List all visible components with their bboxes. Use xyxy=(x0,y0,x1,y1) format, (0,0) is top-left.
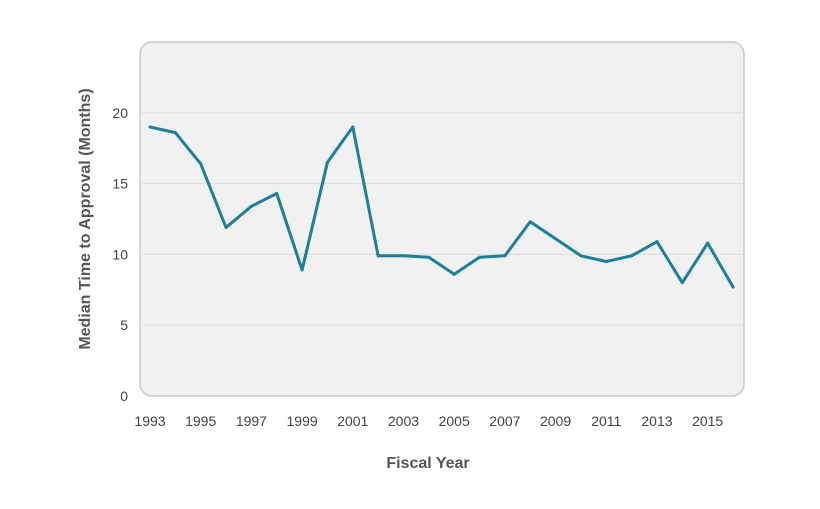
data-point xyxy=(528,220,532,224)
x-tick-label: 2005 xyxy=(439,413,470,429)
data-point xyxy=(731,285,735,289)
y-tick-label: 15 xyxy=(112,176,128,192)
series-line xyxy=(148,125,735,289)
data-point xyxy=(630,254,634,258)
x-tick-label: 2015 xyxy=(692,413,723,429)
x-tick-label: 2001 xyxy=(337,413,368,429)
x-tick-label: 1993 xyxy=(134,413,165,429)
x-tick-label: 1999 xyxy=(287,413,318,429)
data-point xyxy=(275,192,279,196)
x-tick-label: 1995 xyxy=(185,413,216,429)
data-point xyxy=(680,281,684,285)
data-point xyxy=(173,131,177,135)
y-tick-label: 5 xyxy=(120,317,128,333)
data-point xyxy=(452,272,456,276)
data-point xyxy=(199,162,203,166)
plot-area xyxy=(139,41,745,397)
data-point xyxy=(325,160,329,164)
data-point xyxy=(655,240,659,244)
y-tick-labels: 0 5 10 15 20 xyxy=(112,105,128,404)
data-point xyxy=(224,225,228,229)
data-point xyxy=(376,254,380,258)
data-point xyxy=(300,268,304,272)
data-point xyxy=(706,241,710,245)
x-tick-label: 2003 xyxy=(388,413,419,429)
data-points xyxy=(148,125,735,289)
data-point xyxy=(554,237,558,241)
data-point xyxy=(427,255,431,259)
y-tick-label: 10 xyxy=(112,246,128,262)
grid xyxy=(140,112,744,326)
x-tick-label: 2007 xyxy=(489,413,520,429)
x-tick-label: 2011 xyxy=(591,413,621,429)
x-tick-labels: 1993 1995 1997 1999 2001 2003 2005 2007 2009 2011… xyxy=(134,413,723,429)
y-tick-label: 20 xyxy=(112,105,128,121)
x-axis-title: Fiscal Year xyxy=(386,455,469,472)
data-point xyxy=(401,254,405,258)
data-point xyxy=(148,125,152,129)
y-axis-title: Median Time to Approval (Months) xyxy=(77,88,94,349)
data-point xyxy=(604,259,608,263)
data-point xyxy=(478,255,482,259)
data-point xyxy=(249,204,253,208)
data-point xyxy=(351,125,355,129)
x-tick-label: 2013 xyxy=(641,413,672,429)
data-point xyxy=(503,254,507,258)
data-point xyxy=(579,254,583,258)
x-tick-label: 2009 xyxy=(540,413,571,429)
x-tick-label: 1997 xyxy=(236,413,267,429)
y-tick-label: 0 xyxy=(120,388,128,404)
